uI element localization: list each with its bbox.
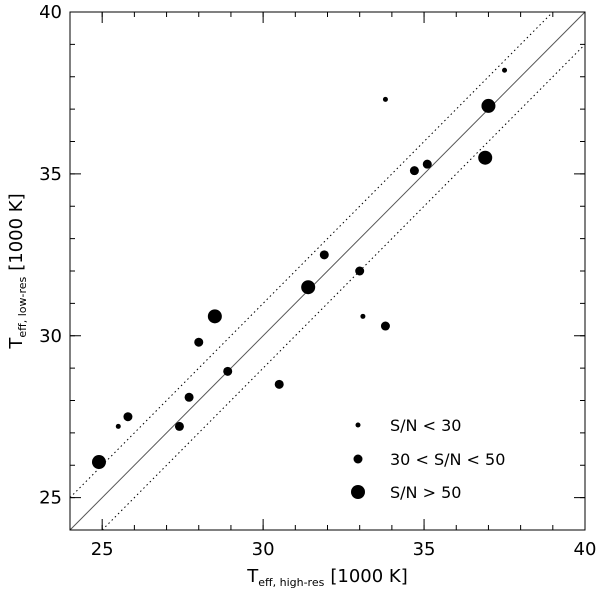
y-tick-label: 40 [39, 2, 62, 23]
data-point-medium [274, 379, 284, 389]
legend: S/N < 30 30 < S/N < 50 S/N > 50 [351, 416, 505, 502]
legend-label-large: S/N > 50 [390, 483, 461, 502]
legend-label-medium: 30 < S/N < 50 [390, 450, 505, 469]
legend-label-small: S/N < 30 [390, 416, 461, 435]
data-point-medium [223, 366, 233, 376]
y-axis-subscript: eff, low-res [16, 276, 29, 337]
x-tick-label: 25 [91, 539, 114, 560]
y-tick-label: 35 [39, 164, 62, 185]
lower-offset-line [101, 44, 586, 531]
x-axis-unit: [1000 K] [330, 566, 407, 587]
x-tick-label: 30 [252, 539, 275, 560]
legend-marker-small [355, 422, 361, 428]
data-point-large [481, 98, 496, 113]
tick-labels: 25 30 35 40 25 30 35 40 [39, 2, 596, 560]
data-point-small [382, 96, 388, 102]
data-point-medium [123, 412, 133, 422]
x-axis-label: Teff, high-res [1000 K] [246, 566, 407, 589]
data-point-medium [422, 159, 432, 169]
data-point-medium [174, 421, 184, 431]
legend-marker-medium [353, 454, 363, 464]
data-point-medium [319, 250, 329, 260]
y-tick-label: 30 [39, 326, 62, 347]
data-point-medium [194, 337, 204, 347]
data-points [91, 67, 508, 470]
data-point-medium [409, 166, 419, 176]
x-tick-label: 35 [413, 539, 436, 560]
data-point-small [502, 67, 508, 73]
legend-marker-large [351, 485, 365, 499]
data-point-small [115, 423, 121, 429]
data-point-medium [184, 392, 194, 402]
data-point-large [91, 455, 106, 470]
y-axis-unit: [1000 K] [6, 193, 27, 270]
data-point-large [478, 150, 493, 165]
data-point-large [301, 280, 316, 295]
x-axis-subscript: eff, high-res [258, 576, 324, 589]
data-point-medium [355, 266, 365, 276]
identity-line [69, 11, 586, 531]
x-axis-main: T [246, 566, 259, 587]
y-axis-main: T [6, 337, 27, 350]
data-point-large [207, 309, 222, 324]
reference-lines [69, 11, 586, 531]
y-axis-label: Teff, low-res [1000 K] [6, 193, 29, 349]
x-tick-label: 40 [574, 539, 597, 560]
upper-offset-line [69, 11, 554, 498]
data-point-medium [380, 321, 390, 331]
data-point-small [360, 313, 366, 319]
y-tick-label: 25 [39, 488, 62, 509]
plot-frame [69, 11, 586, 531]
